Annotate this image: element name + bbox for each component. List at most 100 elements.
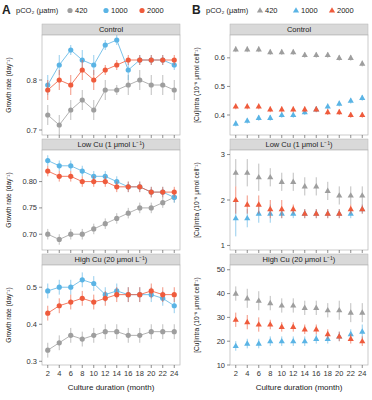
data-point [126, 82, 131, 87]
data-point [80, 67, 85, 72]
data-point [302, 210, 308, 215]
y-tick-label: 2 [221, 196, 225, 205]
data-point [233, 120, 239, 125]
series-line [48, 161, 175, 198]
legend-marker [329, 7, 335, 12]
legend-marker [139, 8, 144, 13]
y-tick [227, 293, 230, 294]
y-tick-label: 0.70 [22, 230, 37, 239]
data-point [290, 49, 296, 54]
plot-area [233, 46, 366, 126]
x-tick [258, 365, 259, 368]
panel-label: B [192, 3, 201, 17]
data-point [91, 179, 96, 184]
data-point [91, 77, 96, 82]
y-tick [39, 324, 42, 325]
strip [230, 139, 368, 150]
data-point [149, 57, 154, 62]
x-tick [139, 135, 140, 138]
data-point [68, 174, 73, 179]
data-point [359, 60, 365, 65]
legend-label: 1000 [301, 6, 318, 15]
data-point [244, 340, 250, 345]
data-point [256, 174, 262, 179]
legend-title: pCO₂ (μatm) [206, 6, 249, 15]
plot-area [45, 35, 177, 135]
data-point [302, 183, 308, 188]
data-point [126, 333, 131, 338]
y-tick [39, 361, 42, 362]
data-point [359, 95, 365, 100]
x-tick [247, 250, 248, 253]
data-point [57, 174, 62, 179]
y-tick [227, 86, 230, 87]
data-point [279, 324, 285, 329]
data-point [244, 215, 250, 220]
x-tick [70, 365, 71, 368]
data-point [137, 77, 142, 82]
x-tick [139, 365, 140, 368]
data-point [279, 302, 285, 307]
data-point [68, 47, 73, 52]
x-tick-label: 16 [124, 369, 132, 378]
y-tick-label: 0.4 [27, 320, 37, 329]
x-tick [105, 135, 106, 138]
data-point [325, 307, 331, 312]
x-axis-label: Culture duration (month) [256, 383, 343, 392]
x-tick [47, 365, 48, 368]
data-point [137, 205, 142, 210]
y-tick-label: 0.6 [215, 53, 225, 62]
x-tick [93, 365, 94, 368]
strip-label: Control [287, 25, 312, 34]
data-point [160, 329, 165, 334]
x-tick [93, 135, 94, 138]
strip-label: High Cu (20 μmol L⁻¹) [263, 255, 336, 264]
series-line [48, 80, 175, 125]
data-point [57, 77, 62, 82]
data-point [126, 57, 131, 62]
x-tick [70, 250, 71, 253]
x-tick [151, 250, 152, 253]
data-point [57, 303, 62, 308]
data-point [149, 205, 154, 210]
y-tick [227, 245, 230, 246]
x-tick [316, 135, 317, 138]
data-point [244, 201, 250, 206]
data-point [244, 46, 250, 51]
y-axis-label: [Cu]intra (10⁻⁸ μmol cell⁻¹) [193, 162, 201, 237]
data-point [57, 122, 62, 127]
data-point [68, 299, 73, 304]
plot-area [233, 159, 366, 236]
data-point [313, 210, 319, 215]
data-point [114, 292, 119, 297]
strip-label: Low Cu (1 μmol L⁻¹) [266, 140, 333, 149]
data-point [126, 184, 131, 189]
data-point [233, 343, 239, 348]
data-point [233, 169, 239, 174]
x-tick [174, 135, 175, 138]
series-line [48, 171, 175, 192]
legend-label: 1000 [111, 6, 128, 15]
x-tick [270, 365, 271, 368]
data-point [267, 206, 273, 211]
data-point [325, 52, 331, 57]
x-tick-label: 24 [358, 369, 366, 378]
data-point [126, 292, 131, 297]
data-point [57, 237, 62, 242]
series-line [48, 291, 175, 313]
data-point [267, 115, 273, 120]
data-point [137, 57, 142, 62]
data-point [172, 190, 177, 195]
x-tick [59, 250, 60, 253]
x-tick [339, 250, 340, 253]
legend-marker [293, 7, 299, 12]
y-tick [227, 57, 230, 58]
x-tick [128, 250, 129, 253]
x-tick [293, 365, 294, 368]
data-point [313, 326, 319, 331]
x-tick [47, 250, 48, 253]
y-axis-label: [Cu]intra (10⁻⁸ μmol cell⁻¹) [193, 277, 201, 352]
y-tick [39, 130, 42, 131]
data-point [45, 288, 50, 293]
strip-label: Low Cu (1 μmol L⁻¹) [78, 140, 145, 149]
